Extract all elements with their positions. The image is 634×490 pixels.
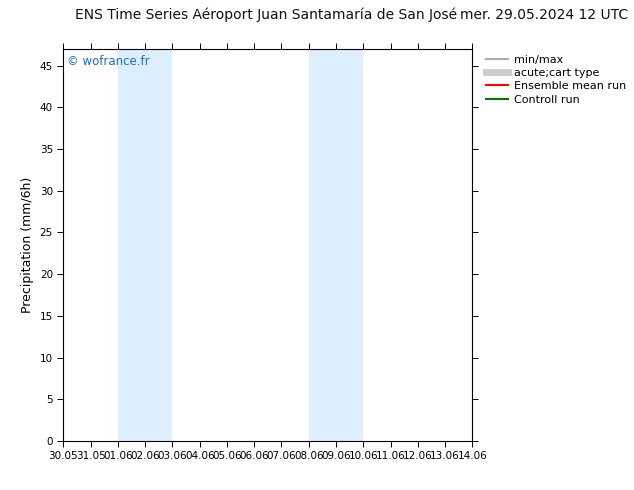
Text: mer. 29.05.2024 12 UTC: mer. 29.05.2024 12 UTC: [460, 8, 628, 22]
Bar: [309, 49, 363, 441]
Bar: [118, 49, 172, 441]
Text: © wofrance.fr: © wofrance.fr: [67, 55, 150, 68]
Y-axis label: Precipitation (mm/6h): Precipitation (mm/6h): [21, 177, 34, 313]
Text: ENS Time Series Aéroport Juan Santamaría de San José: ENS Time Series Aéroport Juan Santamaría…: [75, 7, 457, 22]
Legend: min/max, acute;cart type, Ensemble mean run, Controll run: min/max, acute;cart type, Ensemble mean …: [486, 54, 626, 104]
